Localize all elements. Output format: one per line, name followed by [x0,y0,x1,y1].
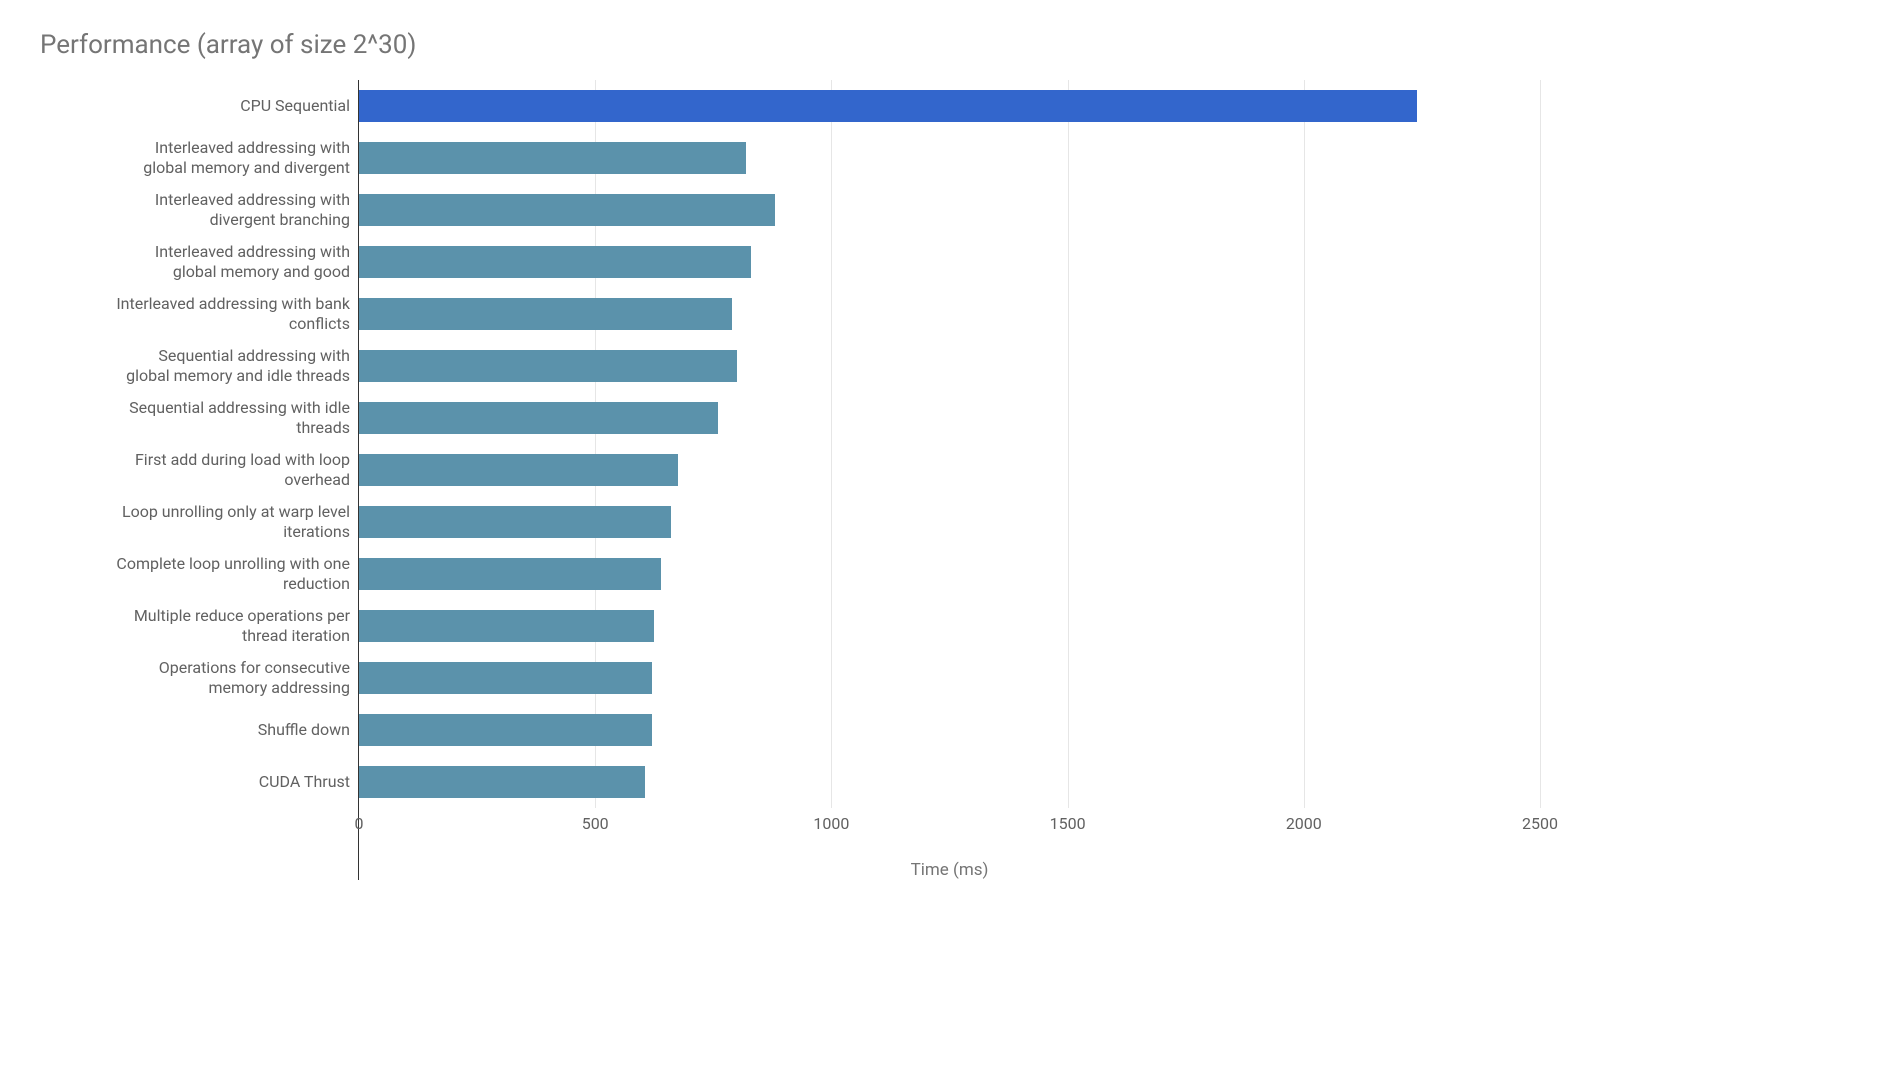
bar-row [359,548,1540,600]
y-axis-label: Interleaved addressing withglobal memory… [40,236,350,288]
y-axis-label-line: Interleaved addressing with [155,138,350,158]
bar [359,350,737,382]
y-axis-label-line: iterations [283,522,350,542]
y-axis-label-line: global memory and good [173,262,350,282]
y-axis-label: First add during load with loopoverhead [40,444,350,496]
bar [359,766,645,798]
x-axis-tick-label: 500 [582,814,609,833]
y-axis-label-line: Multiple reduce operations per [134,606,350,626]
y-axis-label: CUDA Thrust [40,756,350,808]
bar [359,194,775,226]
chart-area: CPU Sequential Interleaved addressing wit… [40,80,1540,880]
bar-row [359,392,1540,444]
y-axis-label: Operations for consecutivememory address… [40,652,350,704]
bar-row [359,132,1540,184]
y-axis-label: Interleaved addressing withglobal memory… [40,132,350,184]
bar-row [359,288,1540,340]
bar [359,506,671,538]
bar-row [359,340,1540,392]
x-axis: 05001000150020002500 [359,808,1540,836]
y-axis-label-line: threads [296,418,350,438]
y-axis-label-line: Shuffle down [258,720,350,740]
bar-row [359,600,1540,652]
y-axis-label-line: Complete loop unrolling with one [116,554,350,574]
x-axis-tick-label: 0 [355,814,364,833]
bar-row [359,704,1540,756]
y-axis-label-line: reduction [283,574,350,594]
bar [359,142,746,174]
y-axis-label-line: divergent branching [210,210,350,230]
bar-row [359,184,1540,236]
bar-row [359,652,1540,704]
bar-row [359,236,1540,288]
bar [359,558,661,590]
plot-area: 05001000150020002500 Time (ms) [358,80,1540,880]
y-axis-label-line: conflicts [289,314,350,334]
y-axis-label-line: Operations for consecutive [159,658,350,678]
y-axis-label: Sequential addressing withglobal memory … [40,340,350,392]
y-axis-label-line: First add during load with loop [135,450,350,470]
y-axis-label: Complete loop unrolling with onereductio… [40,548,350,600]
y-axis-label: Multiple reduce operations perthread ite… [40,600,350,652]
bar [359,662,652,694]
y-axis-label-line: Sequential addressing with [158,346,350,366]
gridline [1540,80,1541,808]
y-axis-label-line: Interleaved addressing with [155,242,350,262]
y-axis-label: Interleaved addressing with bankconflict… [40,288,350,340]
bars-container [359,80,1540,808]
y-axis-label-line: CPU Sequential [240,96,350,116]
x-axis-tick-label: 1500 [1050,814,1086,833]
y-axis-label-line: global memory and idle threads [126,366,350,386]
y-axis-label: Shuffle down [40,704,350,756]
bar-row [359,496,1540,548]
bar [359,454,678,486]
chart-title: Performance (array of size 2^30) [40,30,1540,60]
y-axis-label-line: thread iteration [242,626,350,646]
y-axis-label-line: Interleaved addressing with bank [116,294,350,314]
x-axis-tick-label: 1000 [813,814,849,833]
y-axis-label: Sequential addressing with idlethreads [40,392,350,444]
bar-row [359,80,1540,132]
x-axis-tick-label: 2500 [1522,814,1558,833]
y-axis-label-line: CUDA Thrust [259,772,350,792]
x-axis-tick-label: 2000 [1286,814,1322,833]
y-axis-label-line: overhead [284,470,350,490]
y-axis-label-line: Sequential addressing with idle [129,398,350,418]
y-axis-label: Interleaved addressing withdivergent bra… [40,184,350,236]
y-axis-label-line: memory addressing [208,678,350,698]
bar [359,90,1417,122]
bar-row [359,756,1540,808]
y-axis-labels: CPU Sequential Interleaved addressing wit… [40,80,358,880]
x-axis-title: Time (ms) [359,860,1540,880]
performance-chart: Performance (array of size 2^30) CPU Seq… [40,30,1540,880]
bar [359,402,718,434]
bar [359,246,751,278]
y-axis-label-line: global memory and divergent [143,158,350,178]
y-axis-label: CPU Sequential [40,80,350,132]
bar [359,298,732,330]
y-axis-label-line: Loop unrolling only at warp level [122,502,350,522]
y-axis-label: Loop unrolling only at warp leveliterati… [40,496,350,548]
y-axis-label-line: Interleaved addressing with [155,190,350,210]
bar [359,610,654,642]
bar [359,714,652,746]
bar-row [359,444,1540,496]
